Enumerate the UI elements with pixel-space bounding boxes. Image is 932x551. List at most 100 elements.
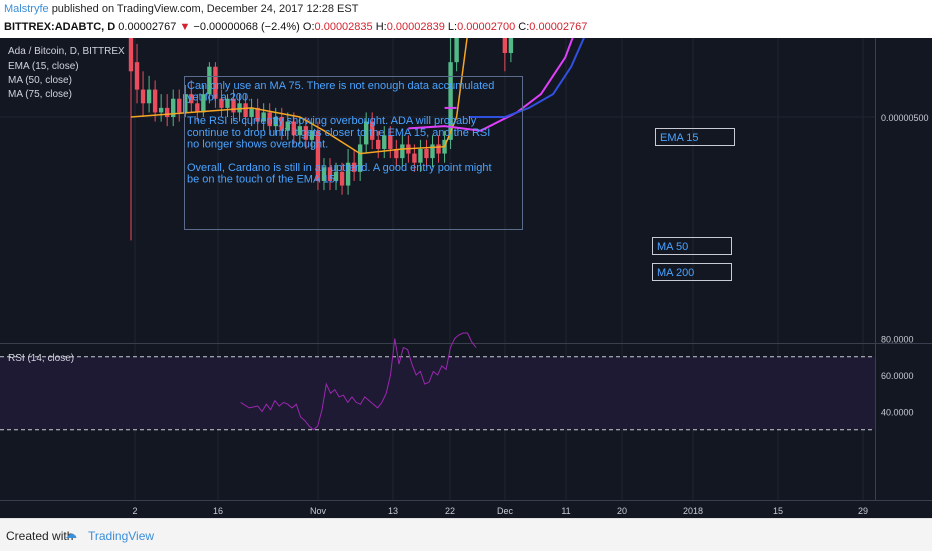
time-tick-label: Dec: [497, 506, 514, 516]
annotation-line: no longer shows overbought.: [187, 139, 328, 151]
candle-body: [279, 117, 284, 131]
time-tick-label: 20: [617, 506, 627, 516]
candle-body: [140, 89, 146, 104]
high-value: 0.00002839: [386, 21, 445, 33]
candle-body: [201, 94, 206, 113]
annotation-line: The RSI is currently showing overbought.…: [187, 115, 477, 127]
candle-body: [164, 107, 170, 117]
rsi-tick-label: 60.0000: [881, 371, 914, 381]
annotation-line: yet for a 200.: [187, 92, 251, 104]
label-text-ma50: MA 50: [657, 241, 688, 253]
label-text-ema: EMA 15: [660, 132, 699, 144]
candle-body: [418, 148, 423, 163]
low-value: 0.00002700: [457, 21, 516, 33]
candle-body: [345, 162, 351, 186]
candle-body: [285, 121, 290, 131]
publish-info: Malstryfe published on TradingView.com, …: [4, 3, 358, 15]
high-label: H:: [375, 21, 387, 33]
candle-body: [267, 112, 272, 127]
time-tick-label: 2: [132, 506, 137, 516]
candle-body: [357, 144, 363, 172]
candle-body: [327, 167, 333, 181]
candle-body: [339, 171, 345, 186]
rsi-band-fill: [0, 356, 875, 430]
time-tick-label: 11: [561, 506, 570, 516]
label-box-ma50: [652, 237, 732, 255]
time-tick-label: 16: [213, 506, 223, 516]
candle-body: [219, 98, 224, 108]
chart-area[interactable]: 0.000005000.000010000.000015000.00002000…: [0, 0, 932, 518]
candle-body: [430, 144, 435, 159]
open-value: 0.00002835: [314, 21, 373, 33]
ema15-line: [130, 0, 474, 155]
symbol-name: BITTREX:ADABTC, D: [4, 21, 116, 33]
candle-body: [448, 62, 453, 140]
down-arrow-icon: ▼: [179, 21, 191, 33]
tradingview-cloud-icon: ☁: [65, 527, 77, 541]
candle-body: [303, 126, 309, 140]
candle-body: [370, 121, 375, 140]
legend-item: MA (50, close): [8, 75, 72, 86]
candle-body: [237, 103, 242, 113]
candle-body: [333, 171, 339, 181]
candle-body: [195, 103, 200, 113]
candle-body: [177, 98, 182, 113]
candle-body: [225, 98, 230, 108]
candle-body: [508, 0, 514, 54]
candle-body: [400, 144, 405, 159]
created-with-text: Created with: [6, 529, 74, 543]
candle-body: [412, 153, 417, 163]
candle-body: [315, 130, 321, 181]
price-tick-label: 0.00000500: [881, 113, 929, 123]
legend-item: EMA (15, close): [8, 61, 79, 72]
last-price: 0.00002767: [118, 21, 177, 33]
candle-body: [243, 103, 248, 117]
close-value: 0.00002767: [529, 21, 588, 33]
candle-body: [424, 148, 429, 159]
rsi-tick-label: 40.0000: [881, 408, 914, 418]
time-tick-label: 29: [858, 506, 868, 516]
candle-body: [321, 167, 327, 181]
candle-body: [273, 117, 278, 127]
candle-body: [454, 0, 459, 63]
time-tick-label: 13: [388, 506, 398, 516]
candle-body: [309, 130, 315, 140]
candle-body: [128, 0, 134, 72]
candle-body: [231, 98, 236, 113]
rsi-title: RSI (14, close): [8, 353, 74, 364]
candle-body: [502, 0, 508, 54]
candle-body: [261, 112, 266, 122]
rsi-line: [240, 332, 477, 431]
candle-body: [291, 121, 297, 136]
legend-title: Ada / Bitcoin, D, BITTREX: [8, 46, 125, 57]
time-tick-label: 22: [445, 506, 455, 516]
legend-item: MA (75, close): [8, 89, 72, 100]
time-tick-label: 2018: [683, 506, 703, 516]
candle-body: [382, 135, 387, 149]
candle-body: [183, 94, 188, 113]
annotation-line: be on the touch of the EMA 15.: [187, 174, 338, 186]
annotation-line: continue to drop until it gets closer to…: [187, 127, 490, 139]
candle-body: [171, 98, 176, 117]
candle-body: [388, 135, 393, 149]
tradingview-link[interactable]: TradingView: [88, 529, 155, 543]
label-box-ema: [655, 128, 735, 146]
ma50-line: [408, 0, 587, 132]
candle-body: [152, 89, 158, 113]
ma75-line: [468, 0, 604, 118]
candle-body: [297, 126, 303, 136]
candle-body: [249, 107, 254, 117]
author-link[interactable]: Malstryfe: [4, 3, 49, 15]
annotation-box: [184, 76, 523, 230]
candle-body: [255, 107, 260, 122]
candle-body: [207, 66, 212, 95]
open-label: O:: [302, 21, 315, 33]
candle-body: [351, 162, 357, 172]
candle-body: [189, 94, 194, 104]
price-change: −0.00000068 (−2.4%): [193, 21, 300, 33]
chart-background: [0, 38, 932, 518]
candle-body: [158, 107, 164, 113]
annotation-line: Can only use an MA 75. There is not enou…: [187, 80, 494, 92]
time-tick-label: Nov: [310, 506, 327, 516]
chart-svg[interactable]: 0.000005000.000010000.000015000.00002000…: [0, 0, 932, 518]
